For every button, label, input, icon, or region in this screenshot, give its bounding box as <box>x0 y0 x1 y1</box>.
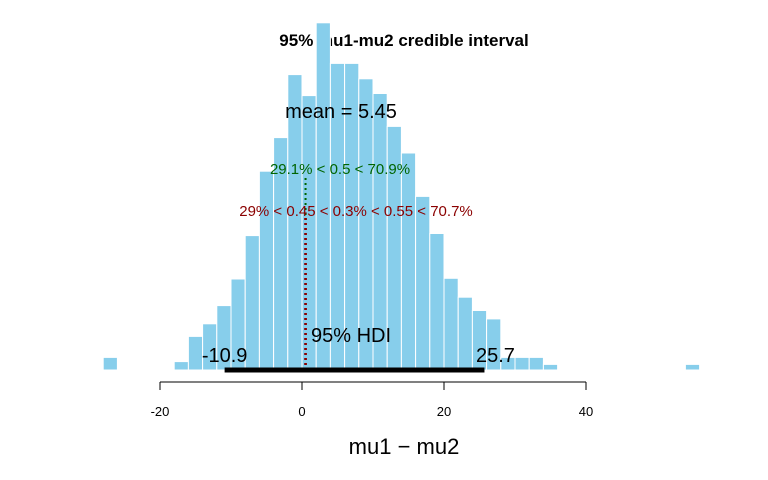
histogram-bar <box>102 356 118 371</box>
x-tick-label: 40 <box>579 404 593 419</box>
hdi-high-label: 25.7 <box>476 345 515 367</box>
histogram-bar <box>443 277 459 371</box>
histogram-bar <box>429 233 445 371</box>
histogram-bars <box>102 22 701 371</box>
histogram-bar <box>542 363 559 371</box>
histogram-bar <box>457 296 473 371</box>
x-tick-label: 20 <box>437 404 451 419</box>
rope-label: 29% < 0.45 < 0.3% < 0.55 < 70.7% <box>239 203 473 220</box>
x-axis-label: mu1 − mu2 <box>349 434 460 459</box>
histogram-bar <box>400 152 417 371</box>
histogram-bar <box>187 335 204 371</box>
x-axis: -20 0 20 40 <box>151 381 593 419</box>
histogram-bar <box>315 22 331 371</box>
histogram-bar <box>415 195 431 371</box>
chart-title: 95% mu1-mu2 credible interval <box>279 31 528 50</box>
mean-label: mean = 5.45 <box>285 101 397 123</box>
histogram-bar <box>684 363 701 371</box>
x-tick-label: 0 <box>298 404 305 419</box>
histogram-bar <box>514 356 530 371</box>
histogram-bar <box>258 170 275 371</box>
x-tick-label: -20 <box>151 404 170 419</box>
histogram-bar <box>528 356 544 371</box>
comparison-label: 29.1% < 0.5 < 70.9% <box>270 161 410 178</box>
hdi-label: 95% HDI <box>311 325 391 347</box>
hdi-low-label: -10.9 <box>202 345 248 367</box>
histogram-bar <box>173 361 189 371</box>
histogram-bar <box>486 318 502 371</box>
